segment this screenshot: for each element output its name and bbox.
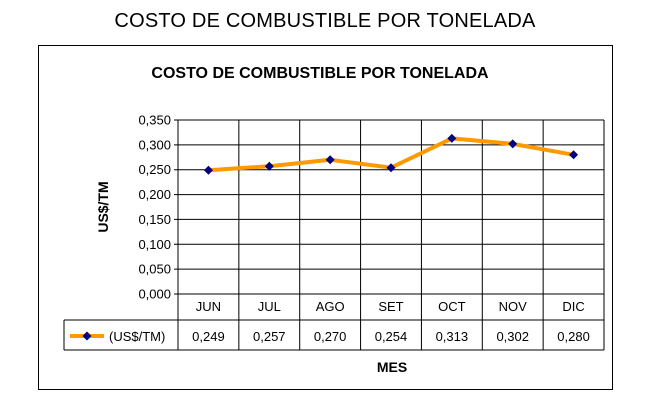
x-axis-label: MES [377,359,407,375]
y-tick-label: 0,100 [138,237,171,252]
y-axis-label: US$/TM [95,181,111,232]
y-tick-label: 0,350 [138,113,171,128]
x-tick-label: NOV [499,299,528,314]
data-point [203,165,213,175]
y-tick-label: 0,300 [138,137,171,152]
data-point [264,161,274,171]
y-tick-label: 0,200 [138,187,171,202]
y-tick-label: 0,150 [138,212,171,227]
y-tick-label: 0,250 [138,162,171,177]
x-tick-label: SET [378,299,403,314]
y-tick-label: 0,000 [138,287,171,302]
y-tick-label: 0,050 [138,262,171,277]
data-table-value: 0,270 [314,329,347,344]
data-table-value: 0,313 [436,329,469,344]
x-tick-label: DIC [562,299,584,314]
grid-lines: 0,000 0,050 0,100 0,150 0,200 0,250 0,300 0,350 [138,113,605,350]
chart-frame [38,45,613,390]
legend-marker [82,331,92,341]
data-table: JUN JUL AGO SET OCT NOV DIC (US$/TM) 0,249 0,257 0… [63,299,604,351]
data-point [325,155,335,165]
chart-title: COSTO DE COMBUSTIBLE POR TONELADA [151,65,489,82]
series-layer [203,133,579,175]
data-table-value: 0,302 [496,329,529,344]
data-table-value: 0,249 [192,329,225,344]
page-title: COSTO DE COMBUSTIBLE POR TONELADA [114,10,536,32]
data-table-value: 0,257 [253,329,286,344]
x-tick-label: JUN [196,299,221,314]
data-point [447,133,457,143]
data-point [386,163,396,173]
data-point [508,139,518,149]
legend-label: (US$/TM) [109,329,165,344]
x-tick-label: AGO [316,299,345,314]
data-table-value: 0,280 [557,329,590,344]
data-point [569,150,579,160]
data-table-value: 0,254 [375,329,408,344]
x-tick-label: JUL [258,299,281,314]
x-tick-label: OCT [438,299,466,314]
